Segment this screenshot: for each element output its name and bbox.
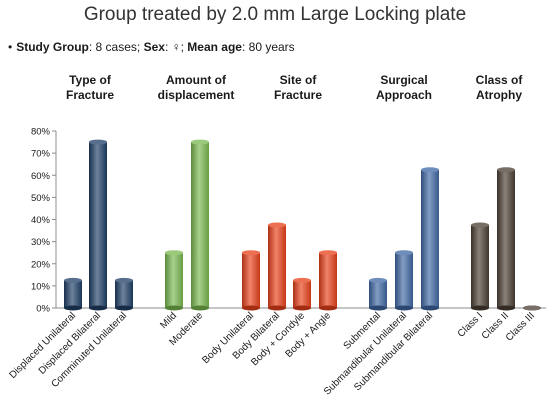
bar-body-bilateral <box>268 222 286 311</box>
group-heading-surgical-approach: Surgical Approach <box>375 73 432 102</box>
bar-displaced-unilateral <box>64 277 82 311</box>
x-tick-label: Mild <box>158 310 179 331</box>
bullet: • <box>8 40 13 54</box>
bar-mild <box>165 250 183 311</box>
mean-age-value: : 80 years <box>241 40 295 54</box>
mean-age-label: Mean age <box>187 40 242 54</box>
bar-submandibular-unilateral <box>395 250 413 311</box>
y-tick-label: 50% <box>31 193 51 204</box>
y-tick-label: 30% <box>31 237 51 248</box>
group-heading-amount-of-displacement: Amount of displacement <box>157 73 235 102</box>
group-heading-site-of-fracture: Site of Fracture <box>273 73 323 102</box>
bar-class-ii <box>497 167 515 311</box>
bar-submental <box>369 277 387 311</box>
group-heading-type-of-fracture: Type of Fracture <box>65 73 115 102</box>
bar-comminuted-unilateral <box>115 277 133 311</box>
x-tick-label: Class III <box>504 310 537 343</box>
bar-body-condyle <box>293 277 311 311</box>
y-tick-label: 40% <box>31 215 51 226</box>
bar-displaced-bilateral <box>89 139 107 311</box>
bar-class-i <box>471 222 489 311</box>
y-tick-label: 20% <box>31 259 51 270</box>
y-tick-label: 0% <box>36 304 50 315</box>
study-info-line: • Study Group: 8 cases; Sex: ♀; Mean age:… <box>8 40 295 54</box>
sex-label: Sex <box>143 40 165 54</box>
study-group-value: : 8 cases; <box>88 40 141 54</box>
bar-body-unilateral <box>242 250 260 311</box>
bar-moderate <box>191 139 209 311</box>
bar-submandibular-bilateral <box>421 167 439 311</box>
group-heading-class-of-atrophy: Class of Atrophy <box>475 73 523 102</box>
bar-class-iii <box>523 305 541 311</box>
y-tick-label: 10% <box>31 281 51 292</box>
y-tick-label: 60% <box>31 171 51 182</box>
bar-body-angle <box>319 250 337 311</box>
y-tick-label: 80% <box>31 127 51 138</box>
sex-value: : ♀; <box>164 40 184 54</box>
study-group-label: Study Group <box>16 40 89 54</box>
y-tick-label: 70% <box>31 149 51 160</box>
page-title: Group treated by 2.0 mm Large Locking pl… <box>83 4 467 25</box>
